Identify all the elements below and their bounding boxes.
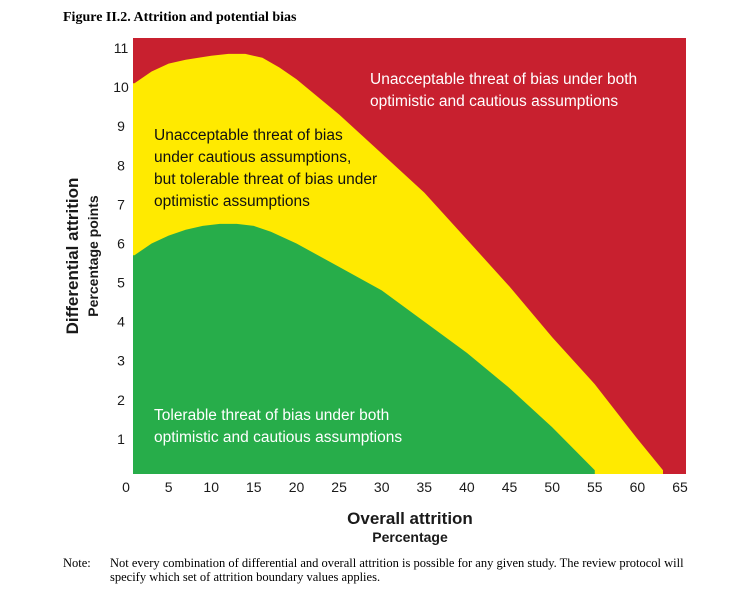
region-label-cautious-unacceptable-line-3: but tolerable threat of bias under: [154, 171, 377, 188]
note-label: Note:: [63, 556, 91, 570]
region-label-both-unacceptable-line-2: optimistic and cautious assumptions: [370, 93, 618, 110]
y-tick-label-9: 9: [117, 118, 125, 134]
x-tick-label-45: 45: [502, 479, 518, 495]
y-tick-label-7: 7: [117, 196, 125, 212]
y-axis-ticks: 1 2 3 4 5 6 7 8 9 10 11: [113, 40, 129, 447]
region-label-cautious-unacceptable-line-4: optimistic assumptions: [154, 193, 310, 210]
y-tick-label-10: 10: [113, 79, 129, 95]
region-label-cautious-unacceptable-line-1: Unacceptable threat of bias: [154, 127, 343, 144]
x-tick-label-30: 30: [374, 479, 390, 495]
y-tick-label-6: 6: [117, 236, 125, 252]
region-label-tolerable: Tolerable threat of bias under both opti…: [154, 407, 402, 446]
x-axis-title: Overall attrition: [347, 509, 473, 528]
x-tick-label-0: 0: [122, 479, 130, 495]
region-label-tolerable-line-1: Tolerable threat of bias under both: [154, 407, 389, 424]
y-tick-label-8: 8: [117, 157, 125, 173]
x-axis-ticks: 0 5 10 15 20 25 30 35 40 45 50 55 60 65: [122, 479, 688, 495]
x-tick-label-10: 10: [203, 479, 219, 495]
y-tick-label-1: 1: [117, 431, 125, 447]
x-tick-label-40: 40: [459, 479, 475, 495]
region-label-both-unacceptable: Unacceptable threat of bias under both o…: [370, 71, 637, 110]
y-axis-title: Differential attrition: [63, 178, 82, 335]
x-tick-label-35: 35: [417, 479, 433, 495]
region-label-both-unacceptable-line-1: Unacceptable threat of bias under both: [370, 71, 637, 88]
region-label-cautious-unacceptable: Unacceptable threat of bias under cautio…: [154, 127, 377, 210]
y-tick-label-11: 11: [114, 40, 129, 56]
x-tick-label-55: 55: [587, 479, 603, 495]
x-tick-label-15: 15: [246, 479, 262, 495]
region-label-tolerable-line-2: optimistic and cautious assumptions: [154, 429, 402, 446]
y-tick-label-2: 2: [117, 392, 125, 408]
x-tick-label-60: 60: [630, 479, 646, 495]
y-tick-label-3: 3: [117, 353, 125, 369]
x-tick-label-25: 25: [331, 479, 347, 495]
note-text: Not every combination of differential an…: [110, 556, 684, 584]
x-axis-subtitle: Percentage: [372, 529, 448, 545]
y-tick-label-5: 5: [117, 275, 125, 291]
figure-note: Note: Not every combination of different…: [63, 556, 703, 584]
region-label-cautious-unacceptable-line-2: under cautious assumptions,: [154, 149, 351, 166]
x-tick-label-65: 65: [672, 479, 688, 495]
x-tick-label-50: 50: [544, 479, 560, 495]
y-axis-subtitle: Percentage points: [85, 195, 101, 317]
region-green: [133, 223, 595, 474]
figure-title: Figure II.2. Attrition and potential bia…: [63, 10, 297, 25]
x-tick-label-20: 20: [289, 479, 305, 495]
y-tick-label-4: 4: [117, 314, 125, 330]
x-tick-label-5: 5: [165, 479, 173, 495]
